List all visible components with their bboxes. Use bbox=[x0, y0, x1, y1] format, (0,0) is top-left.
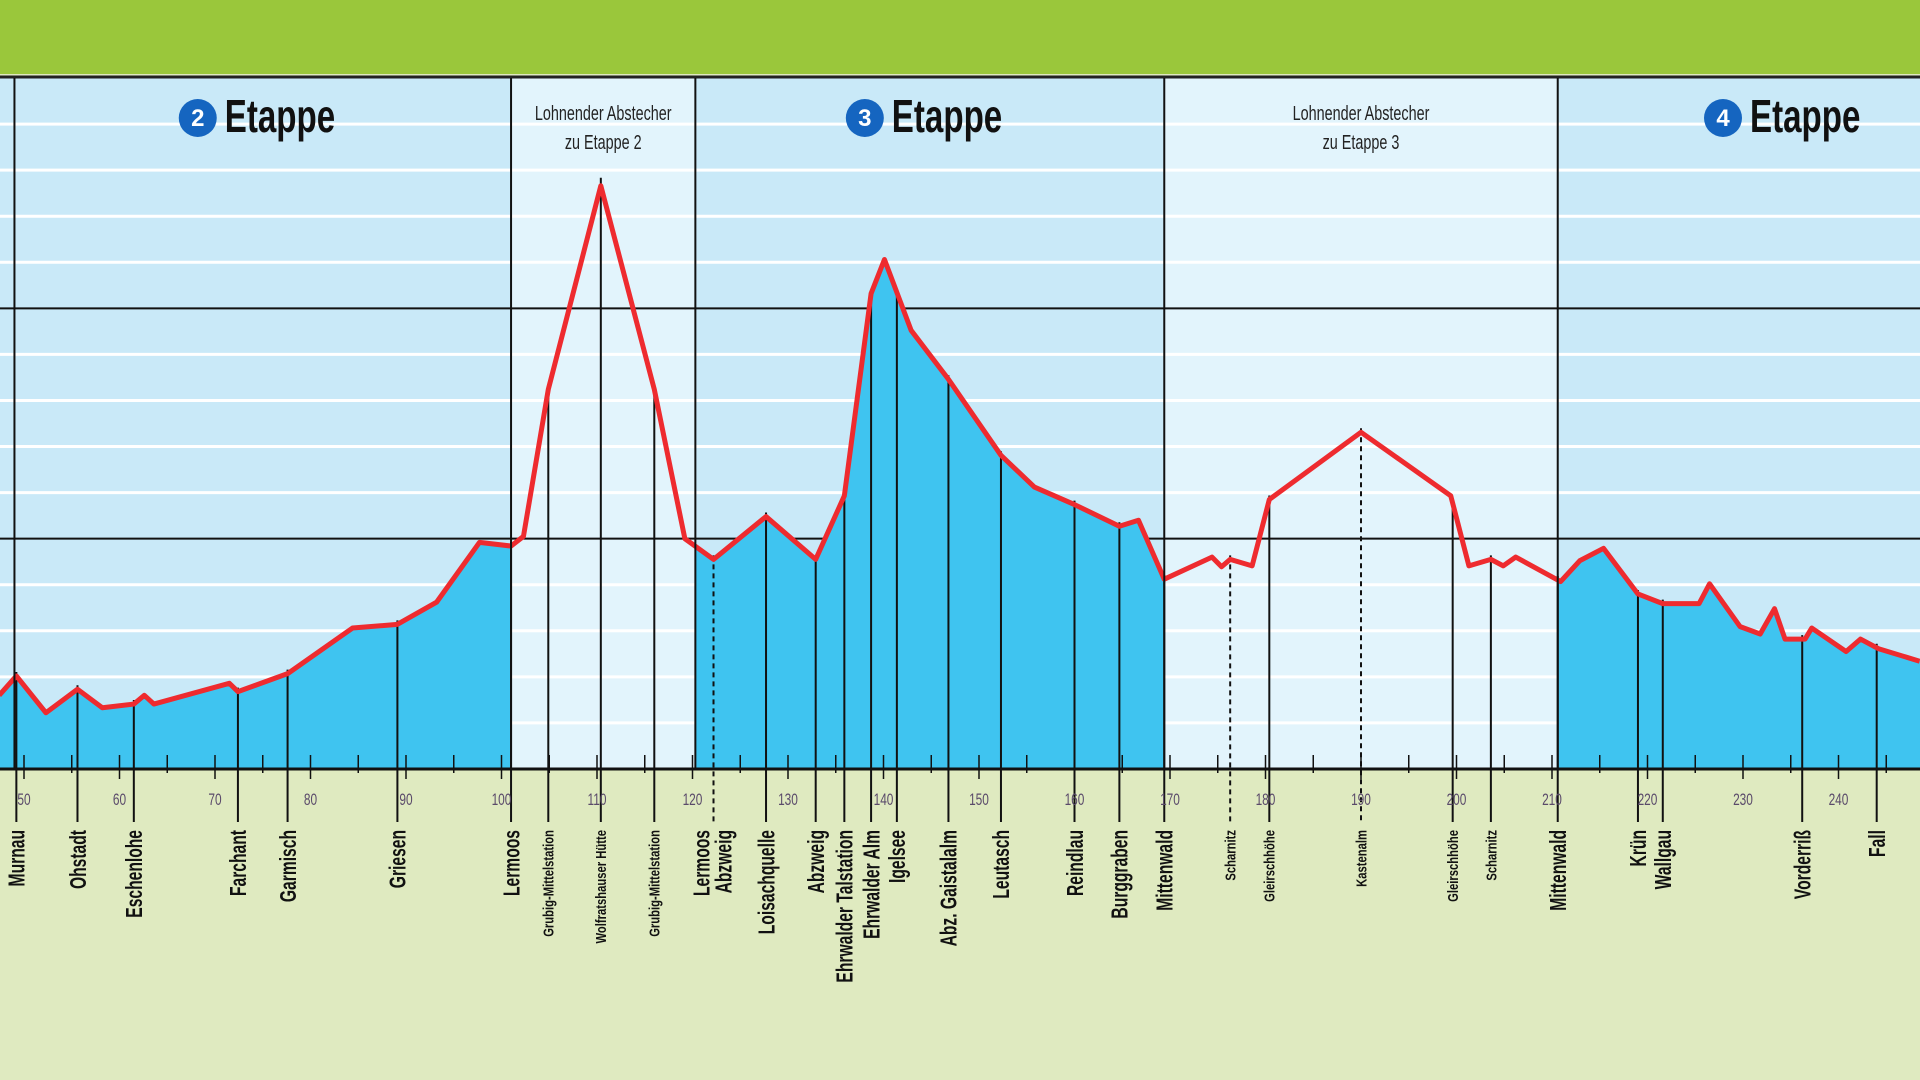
stage-title: Etappe bbox=[225, 92, 335, 142]
x-tick-label: 170 bbox=[1160, 791, 1180, 810]
station-label: Krün bbox=[1626, 830, 1652, 866]
station-label: Fall bbox=[1865, 830, 1891, 857]
station-label: Leutasch bbox=[989, 830, 1015, 899]
x-tick-label: 190 bbox=[1351, 791, 1371, 810]
station-label: Garmisch bbox=[276, 830, 302, 902]
elevation-fill-stage-2 bbox=[0, 542, 512, 769]
station-label: LermoosAbzweig bbox=[690, 830, 738, 896]
station-label: Lermoos bbox=[499, 830, 525, 896]
top-green-band bbox=[0, 0, 1920, 74]
stage-number: 4 bbox=[1716, 105, 1730, 132]
stage-number-badge-icon bbox=[178, 99, 217, 137]
station-label: Scharnitz bbox=[1222, 830, 1239, 881]
station-label: Vorderriß bbox=[1791, 830, 1817, 899]
detour-title: Lohnender Abstecher bbox=[535, 102, 672, 125]
x-tick-label: 210 bbox=[1542, 791, 1562, 810]
station-label: Wolfratshauser Hütte bbox=[593, 830, 610, 943]
x-tick-label: 220 bbox=[1638, 791, 1658, 810]
x-tick-label: 160 bbox=[1065, 791, 1085, 810]
station-label: Abz. Gaistalalm bbox=[937, 830, 963, 946]
station-label: Ohstadt bbox=[66, 830, 92, 889]
section-background bbox=[0, 78, 15, 769]
x-tick-label: 240 bbox=[1829, 791, 1849, 810]
x-tick-label: 140 bbox=[874, 791, 894, 810]
x-tick-label: 70 bbox=[208, 791, 221, 810]
station-label: Burggraben bbox=[1108, 830, 1134, 919]
station-label: Gleirschhöhe bbox=[1261, 830, 1278, 902]
x-tick-label: 80 bbox=[304, 791, 317, 810]
station-label: Murnau bbox=[5, 830, 31, 886]
x-tick-label: 180 bbox=[1256, 791, 1276, 810]
x-tick-label: 60 bbox=[113, 791, 126, 810]
x-tick-label: 130 bbox=[778, 791, 798, 810]
stage-number-badge-icon bbox=[845, 99, 884, 137]
elevation-fill-stage-4 bbox=[1557, 548, 1920, 769]
station-label: Farchant bbox=[226, 830, 252, 896]
detour-title: zu Etappe 3 bbox=[1323, 131, 1400, 154]
x-tick-label: 150 bbox=[969, 791, 989, 810]
station-label: Reindlau bbox=[1063, 830, 1089, 896]
station-label: Griesen bbox=[386, 830, 412, 888]
x-tick-label: 100 bbox=[492, 791, 512, 810]
station-label: Mittenwald bbox=[1546, 830, 1572, 911]
stage-title: Etappe bbox=[1750, 92, 1860, 142]
detour-title: Lohnender Abstecher bbox=[1293, 102, 1430, 125]
elevation-profile-line bbox=[0, 183, 1920, 716]
stage-number: 3 bbox=[858, 105, 871, 132]
x-tick-label: 200 bbox=[1447, 791, 1467, 810]
station-label: Abzweig bbox=[804, 830, 830, 893]
station-label: Mittenwald bbox=[1153, 830, 1179, 911]
x-tick-label: 110 bbox=[588, 791, 607, 810]
station-label: Grubig-Mittelstation bbox=[540, 830, 557, 937]
x-tick-label: 90 bbox=[399, 791, 412, 810]
x-tick-label: 50 bbox=[17, 791, 30, 810]
x-tick-label: 120 bbox=[683, 791, 703, 810]
stage-title: Etappe bbox=[892, 92, 1002, 142]
elevation-fill-stage-3 bbox=[695, 259, 1165, 769]
stage-number-badge-icon bbox=[1704, 99, 1742, 137]
section-background-detour bbox=[511, 78, 696, 769]
station-label: Grubig-Mittelstation bbox=[646, 830, 663, 937]
station-label: Loisachquelle bbox=[754, 830, 780, 934]
station-label: Kastenalm bbox=[1353, 830, 1370, 887]
station-label: Gleirschhöhe bbox=[1445, 830, 1462, 902]
station-label: Ehrwalder Alm bbox=[859, 830, 885, 939]
detour-title: zu Etappe 2 bbox=[565, 131, 642, 154]
station-label: Eschenlohe bbox=[122, 830, 148, 918]
station-label: Igelsee bbox=[885, 830, 911, 883]
station-label: Ehrwalder Talstation bbox=[833, 830, 859, 983]
stage-number: 2 bbox=[191, 105, 204, 132]
station-label: Scharnitz bbox=[1483, 830, 1500, 881]
x-tick-label: 230 bbox=[1733, 791, 1753, 810]
station-label: Wallgau bbox=[1651, 830, 1677, 889]
